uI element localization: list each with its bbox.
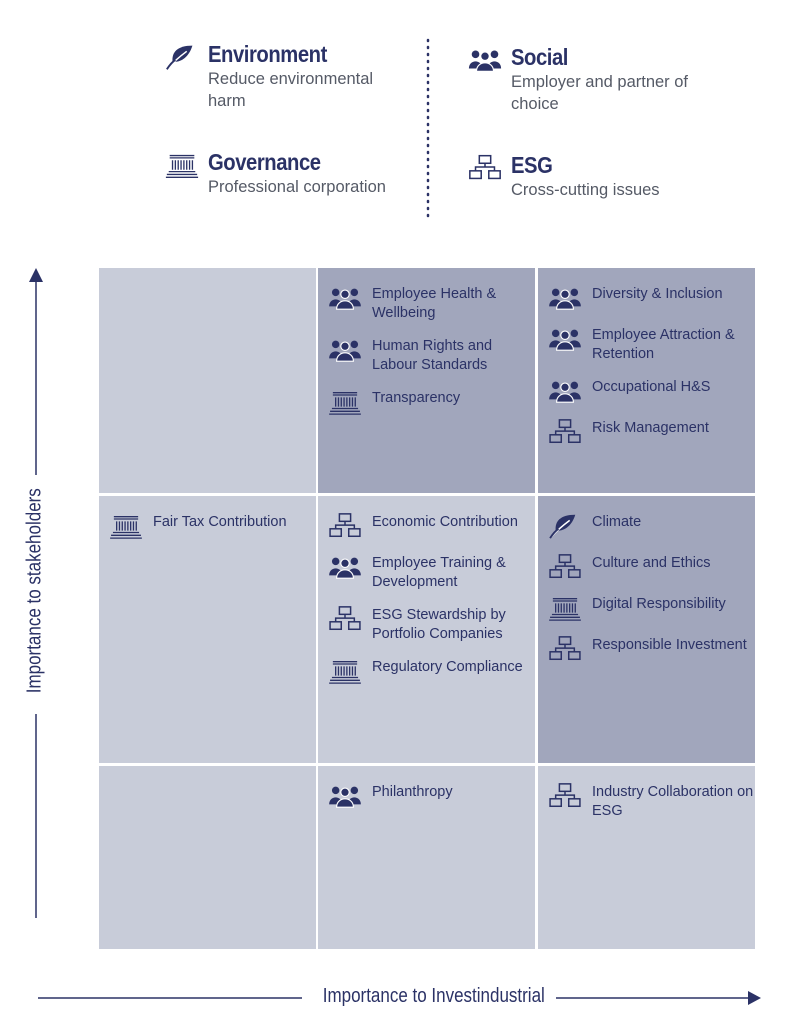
topic-label: ESG Stewardship by Portfolio Companies: [372, 607, 506, 642]
topic: Economic Contribution: [326, 512, 535, 540]
topic-label: Transparency: [372, 390, 461, 406]
legend-title: Social: [511, 44, 568, 70]
topic-label: Employee Health & Wellbeing: [372, 286, 497, 321]
icon: [549, 288, 581, 310]
topic: Philanthropy: [326, 782, 535, 810]
icon: [549, 419, 581, 444]
legend-entry: Governance Professional corporation: [164, 148, 398, 198]
topic-label: Responsible Investment: [592, 637, 747, 653]
icon: [329, 340, 361, 362]
matrix-cell: Climate Culture and Ethics Digital Respons…: [538, 496, 755, 763]
icon: [549, 598, 581, 621]
legend-text: Governance Professional corporation: [208, 148, 398, 198]
topic-label: Philanthropy: [372, 784, 453, 800]
topic: Employee Training & Development: [326, 553, 535, 592]
legend-description: Employer and partner of choice: [511, 73, 689, 113]
icon: [549, 514, 576, 539]
topic: Climate: [546, 512, 755, 540]
legend-text: Social Employer and partner of choice: [511, 43, 701, 115]
topic: Industry Collaboration on ESG: [546, 782, 755, 821]
topic: Culture and Ethics: [546, 553, 755, 581]
topic-label: Risk Management: [592, 420, 709, 436]
legend-description: Reduce environmental harm: [208, 70, 374, 110]
legend-title: ESG: [511, 152, 553, 178]
topic-label: Occupational H&S: [592, 379, 711, 395]
matrix-cell: Diversity & Inclusion Employee Attraction…: [538, 268, 755, 493]
icon: [329, 557, 361, 579]
matrix-cell: Philanthropy: [318, 766, 535, 949]
topic: Regulatory Compliance: [326, 657, 535, 685]
legend-title: Governance: [208, 149, 321, 175]
x-axis-arrow: [748, 991, 761, 1005]
legend-entry: Social Employer and partner of choice: [467, 43, 701, 115]
topic: Transparency: [326, 388, 535, 416]
icon: [329, 392, 361, 415]
icon: [549, 381, 581, 403]
topic-label: Fair Tax Contribution: [153, 514, 287, 530]
icon: [166, 45, 193, 70]
icon: [468, 50, 502, 72]
icon: [329, 661, 361, 684]
legend-entry: ESG Cross-cutting issues: [467, 151, 701, 201]
topic-label: Industry Collaboration on ESG: [592, 784, 754, 819]
topic: Employee Health & Wellbeing: [326, 284, 535, 323]
legend-entry: Environment Reduce environmental harm: [164, 40, 398, 112]
topic-label: Regulatory Compliance: [372, 659, 523, 675]
matrix-cell: [99, 268, 316, 493]
icon: [549, 783, 581, 808]
y-axis-label: Importance to stakeholders: [23, 488, 46, 694]
icon: [549, 636, 581, 661]
topic: Employee Attraction & Retention: [546, 325, 755, 364]
matrix-cell: Industry Collaboration on ESG: [538, 766, 755, 949]
icon: [329, 606, 361, 631]
legend-description: Professional corporation: [208, 178, 386, 196]
icon: [329, 288, 361, 310]
matrix-cell: Fair Tax Contribution: [99, 496, 316, 763]
topic: Digital Responsibility: [546, 594, 755, 622]
x-axis-label: Importance to Investindustrial: [322, 985, 545, 1007]
topic-label: Human Rights and Labour Standards: [372, 338, 493, 373]
topic: Risk Management: [546, 418, 755, 446]
topic-label: Climate: [592, 514, 642, 530]
topic: Human Rights and Labour Standards: [326, 336, 535, 375]
matrix-cell: [99, 766, 316, 949]
legend-description: Cross-cutting issues: [511, 181, 660, 199]
legend-text: ESG Cross-cutting issues: [511, 151, 701, 201]
icon: [329, 786, 361, 808]
icon: [329, 513, 361, 538]
icon: [110, 516, 142, 539]
topic: Diversity & Inclusion: [546, 284, 755, 312]
topic-label: Diversity & Inclusion: [592, 286, 723, 302]
icon: [165, 154, 199, 178]
matrix-cell: Employee Health & Wellbeing Human Rights …: [318, 268, 535, 493]
topic: Responsible Investment: [546, 635, 755, 663]
legend-text: Environment Reduce environmental harm: [208, 40, 398, 112]
matrix-cell: Economic Contribution Employee Training &…: [318, 496, 535, 763]
icon: [549, 329, 581, 351]
icon: [469, 154, 501, 180]
topic-label: Digital Responsibility: [592, 596, 726, 612]
topic: Fair Tax Contribution: [107, 512, 316, 540]
legend-title: Environment: [208, 41, 327, 67]
y-axis-arrow: [29, 268, 43, 282]
topic: Occupational H&S: [546, 377, 755, 405]
topic-label: Culture and Ethics: [592, 555, 711, 571]
topic-label: Employee Training & Development: [372, 555, 506, 590]
icon: [549, 554, 581, 579]
topic: ESG Stewardship by Portfolio Companies: [326, 605, 535, 644]
topic-label: Economic Contribution: [372, 514, 518, 530]
topic-label: Employee Attraction & Retention: [592, 327, 735, 362]
